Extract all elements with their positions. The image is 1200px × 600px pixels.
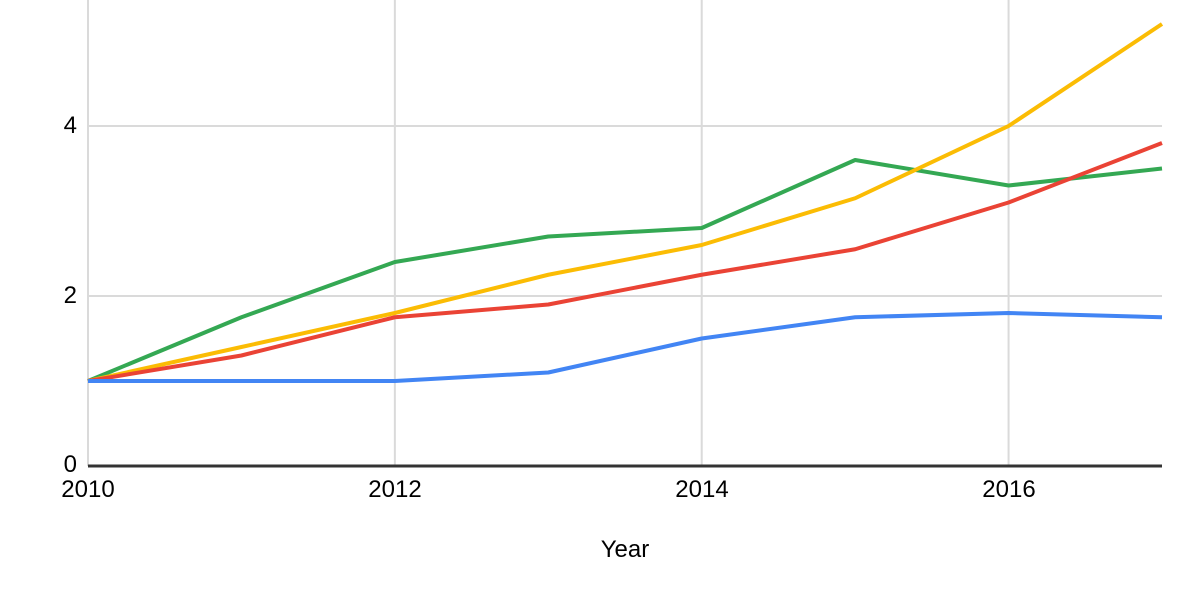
y-tick-label-2: 2 <box>63 282 77 309</box>
series-line-green <box>87 158 1163 383</box>
series-line-red <box>87 141 1163 383</box>
y-tick-label-4: 4 <box>63 112 77 139</box>
series-line-yellow <box>87 22 1164 383</box>
x-axis-title: Year <box>600 536 650 563</box>
x-tick-label-2014: 2014 <box>675 476 729 503</box>
x-tick-label-2012: 2012 <box>368 476 422 503</box>
x-tick-label-2016: 2016 <box>982 476 1036 503</box>
x-tick-label-2010: 2010 <box>61 476 115 503</box>
series-line-blue <box>88 311 1163 383</box>
y-tick-label-0: 0 <box>63 451 77 478</box>
